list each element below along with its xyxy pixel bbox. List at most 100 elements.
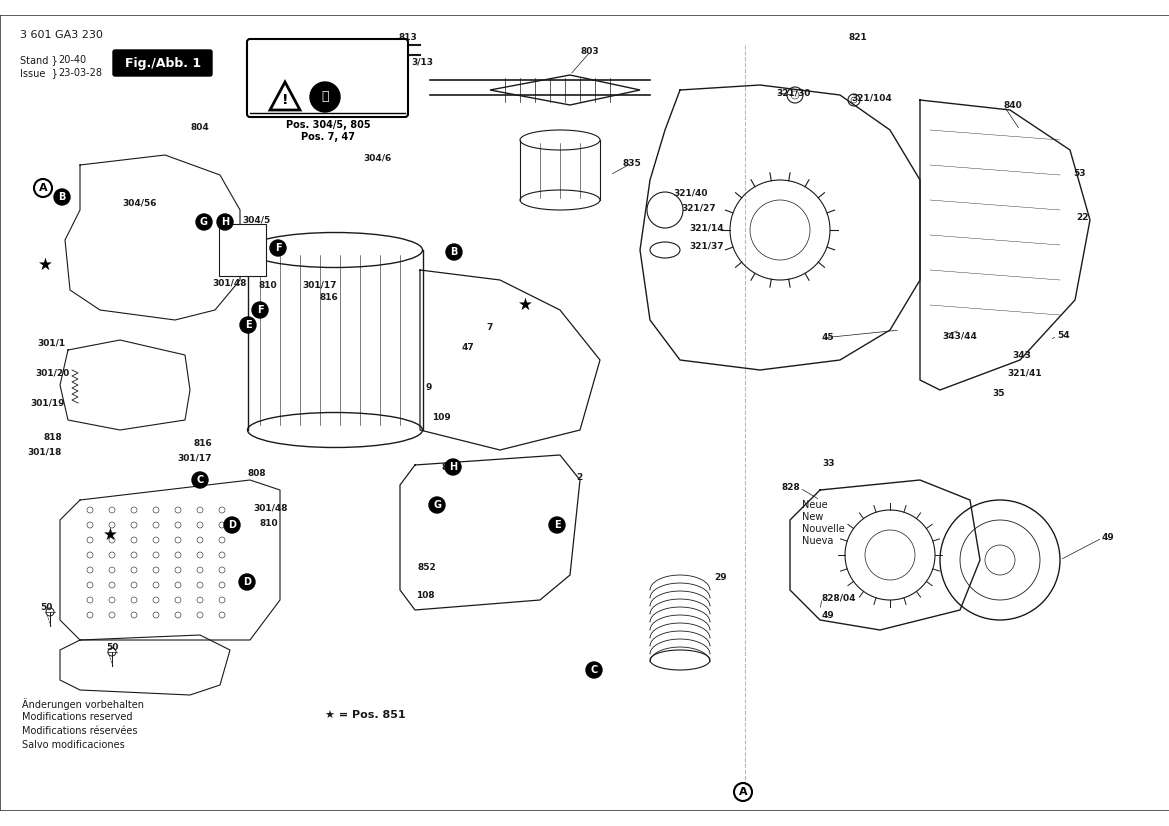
Text: 852: 852	[419, 563, 437, 572]
FancyBboxPatch shape	[247, 39, 408, 117]
Text: 29: 29	[714, 573, 727, 582]
Text: 47: 47	[462, 344, 475, 353]
Text: B: B	[450, 247, 458, 257]
Text: 9: 9	[426, 383, 433, 392]
Text: Pos. 304/5, 805: Pos. 304/5, 805	[285, 120, 371, 130]
Text: 821: 821	[849, 34, 867, 42]
Text: 301/1: 301/1	[37, 339, 65, 348]
Text: 828: 828	[781, 483, 800, 492]
Text: ★: ★	[518, 296, 532, 314]
Text: 816: 816	[193, 439, 212, 448]
Text: 321/14: 321/14	[689, 224, 724, 232]
Text: 301/18: 301/18	[28, 448, 62, 457]
Text: 803: 803	[581, 48, 600, 56]
Text: ★: ★	[37, 256, 53, 274]
Text: H: H	[449, 462, 457, 472]
Text: 808: 808	[248, 468, 267, 477]
Text: 852: 852	[442, 463, 461, 472]
Text: Nueva: Nueva	[802, 536, 833, 546]
FancyBboxPatch shape	[113, 50, 212, 76]
Text: 35: 35	[992, 388, 1004, 397]
Text: 26: 26	[382, 58, 394, 67]
Text: 818: 818	[43, 433, 62, 442]
Text: Änderungen vorbehalten: Änderungen vorbehalten	[22, 698, 144, 710]
Text: Stand }: Stand }	[20, 55, 57, 65]
Text: E: E	[554, 520, 560, 530]
Text: 50: 50	[40, 604, 53, 613]
Circle shape	[238, 574, 255, 590]
Text: 33: 33	[822, 458, 835, 468]
Text: 840: 840	[1004, 102, 1023, 111]
Circle shape	[54, 189, 70, 205]
Text: 343/44: 343/44	[942, 331, 977, 340]
Text: 343: 343	[1012, 352, 1031, 360]
Text: A: A	[739, 787, 747, 797]
Text: 321/37: 321/37	[689, 241, 724, 250]
Circle shape	[586, 662, 602, 678]
Circle shape	[192, 472, 208, 488]
Text: 304/5: 304/5	[242, 216, 270, 225]
Text: 835: 835	[623, 159, 642, 168]
Text: 54: 54	[1057, 331, 1070, 340]
Circle shape	[270, 240, 286, 256]
Text: 301/20: 301/20	[36, 368, 70, 377]
Text: 49: 49	[822, 611, 835, 620]
Circle shape	[310, 82, 340, 112]
Text: 45: 45	[822, 334, 835, 343]
Text: Nouvelle: Nouvelle	[802, 524, 845, 534]
Text: G: G	[200, 217, 208, 227]
Text: 301/17: 301/17	[302, 281, 337, 289]
Text: 20-40: 20-40	[58, 55, 87, 65]
Circle shape	[447, 244, 462, 260]
Text: F: F	[275, 243, 282, 253]
Text: 816: 816	[319, 293, 338, 302]
Circle shape	[549, 517, 565, 533]
Text: C: C	[196, 475, 203, 485]
Circle shape	[217, 214, 233, 230]
Circle shape	[445, 459, 461, 475]
Text: 53: 53	[1073, 169, 1086, 178]
Text: B: B	[58, 192, 65, 202]
Circle shape	[196, 214, 212, 230]
Text: 810: 810	[260, 519, 278, 528]
Text: C: C	[590, 665, 597, 675]
Text: 2: 2	[576, 473, 582, 482]
Text: 7: 7	[486, 324, 492, 333]
Text: 828/04: 828/04	[822, 594, 857, 602]
Text: D: D	[228, 520, 236, 530]
Text: Modifications réservées: Modifications réservées	[22, 726, 138, 736]
Text: 3/13: 3/13	[411, 58, 433, 67]
Text: 108: 108	[416, 591, 435, 601]
Text: ★: ★	[103, 526, 117, 544]
Circle shape	[253, 302, 268, 318]
Text: Issue  }: Issue }	[20, 68, 58, 78]
Text: Pos. 7, 47: Pos. 7, 47	[300, 132, 355, 142]
Circle shape	[224, 517, 240, 533]
Text: Fig./Abb. 1: Fig./Abb. 1	[125, 56, 201, 69]
Text: D: D	[243, 577, 251, 587]
Text: ★ = Pos. 851: ★ = Pos. 851	[325, 710, 406, 720]
Text: 804: 804	[191, 124, 209, 132]
Text: F: F	[257, 305, 263, 315]
Text: 50: 50	[106, 643, 118, 653]
Text: 304/56: 304/56	[123, 198, 158, 207]
Circle shape	[240, 317, 256, 333]
Text: 3 601 GA3 230: 3 601 GA3 230	[20, 30, 103, 40]
Text: New: New	[802, 512, 823, 522]
Text: 321/30: 321/30	[776, 88, 810, 97]
Text: 301/48: 301/48	[253, 504, 288, 512]
Text: 321/40: 321/40	[673, 188, 707, 197]
Text: H: H	[221, 217, 229, 227]
Text: Modifications reserved: Modifications reserved	[22, 712, 132, 722]
Text: G: G	[433, 500, 441, 510]
Text: 321/27: 321/27	[682, 203, 715, 212]
Text: 304/6: 304/6	[364, 154, 392, 163]
Text: 49: 49	[1102, 534, 1115, 543]
Text: 321/104: 321/104	[851, 93, 892, 102]
Text: 301/19: 301/19	[30, 398, 65, 407]
Text: !: !	[282, 93, 289, 107]
Text: A: A	[39, 183, 47, 193]
Circle shape	[429, 497, 445, 513]
Text: Salvo modificaciones: Salvo modificaciones	[22, 740, 125, 750]
Text: 301/17: 301/17	[178, 453, 212, 463]
